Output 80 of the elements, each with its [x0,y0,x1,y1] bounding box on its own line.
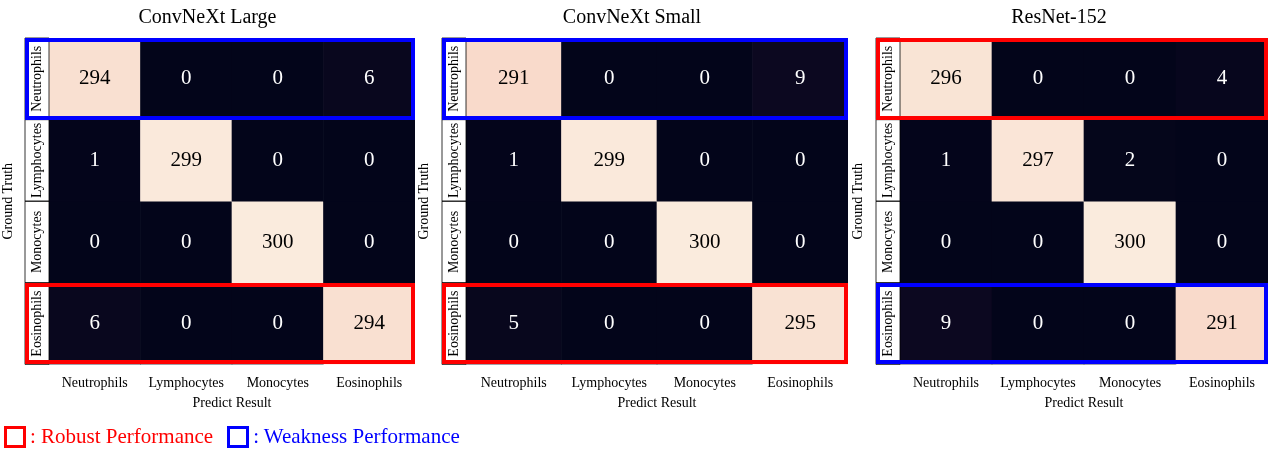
y-axis-title: Ground Truth [416,162,432,240]
data-label: 300 [689,228,721,253]
x-axis-title: Predict Result [1044,395,1124,411]
data-label: 299 [593,146,625,171]
y-tick-label: Lymphocytes [28,122,44,199]
data-label: 0 [795,228,806,253]
data-label: 6 [364,65,375,90]
text: : Robust Performance [30,424,214,449]
data-label: 0 [364,146,375,171]
data-label: 0 [364,228,375,253]
x-tick-label: Lymphocytes [1000,375,1076,391]
y-tick-label: Neutrophils [28,45,44,112]
y-tick-label: Lymphocytes [445,122,461,199]
data-label: 0 [940,228,952,253]
data-label: 1 [940,146,952,171]
data-label: 0 [699,65,710,90]
y-tick-label: Monocytes [445,210,461,274]
x-tick-label: Monocytes [1098,375,1162,391]
data-label: 0 [1216,228,1228,253]
data-label: 299 [170,146,202,171]
x-tick-label: Monocytes [673,375,736,391]
y-tick-label: Monocytes [879,210,895,274]
data-label: 300 [1114,228,1146,253]
data-label: 0 [604,65,615,90]
data-label: 0 [1216,146,1228,171]
data-label: 297 [1022,146,1054,171]
data-label: 0 [1032,228,1044,253]
data-label: 0 [508,228,519,253]
x-tick-label: Eosinophils [336,375,403,391]
data-label: 9 [795,65,806,90]
y-axis-title: Ground Truth [850,162,866,240]
data-label: 0 [699,146,710,171]
data-label: 0 [272,310,283,335]
data-label: 4 [1216,65,1228,90]
x-tick-label: Monocytes [246,375,309,391]
text: : Weakness Performance [253,424,460,449]
y-tick-label: Neutrophils [445,45,461,112]
y-tick-label: Neutrophils [879,45,895,112]
data-label: 291 [1206,310,1238,335]
data-label: 300 [262,228,294,253]
chart-title: ConvNeXt Small [562,5,702,28]
data-label: 0 [181,310,192,335]
chart-title: ResNet-152 [1011,5,1107,28]
data-label: 0 [699,310,710,335]
data-label: 9 [940,310,952,335]
data-label: 294 [353,310,386,335]
data-label: 0 [1032,310,1044,335]
data-label: 0 [1124,65,1136,90]
data-label: 0 [1032,65,1044,90]
y-tick-label: Monocytes [28,210,44,274]
x-tick-label: Lymphocytes [148,375,224,391]
x-axis-title: Predict Result [192,395,272,411]
data-label: 1 [508,146,519,171]
data-label: 0 [604,228,615,253]
data-label: 0 [89,228,100,253]
data-label: 0 [181,65,192,90]
data-label: 6 [89,310,100,335]
x-axis-title: Predict Result [617,395,697,411]
x-tick-label: Eosinophils [767,375,834,391]
x-tick-label: Neutrophils [480,375,547,391]
x-tick-label: Neutrophils [61,375,128,391]
x-tick-label: Eosinophils [1188,375,1256,391]
data-label: 294 [79,65,111,90]
y-tick-label: Lymphocytes [879,122,895,199]
data-label: 296 [930,65,962,90]
data-label: 0 [272,65,283,90]
y-axis-title: Ground Truth [0,162,16,240]
chart-title: ConvNeXt Large [138,5,277,29]
data-label: 0 [604,310,615,335]
x-tick-label: Neutrophils [912,375,980,391]
x-tick-label: Lymphocytes [571,375,647,391]
data-label: 0 [181,228,192,253]
data-label: 2 [1124,146,1136,171]
data-label: 5 [508,310,519,335]
data-label: 0 [795,146,806,171]
data-label: 0 [1124,310,1136,335]
data-label: 1 [89,146,100,171]
data-label: 295 [784,310,816,335]
data-label: 291 [498,65,530,90]
data-label: 0 [272,146,283,171]
